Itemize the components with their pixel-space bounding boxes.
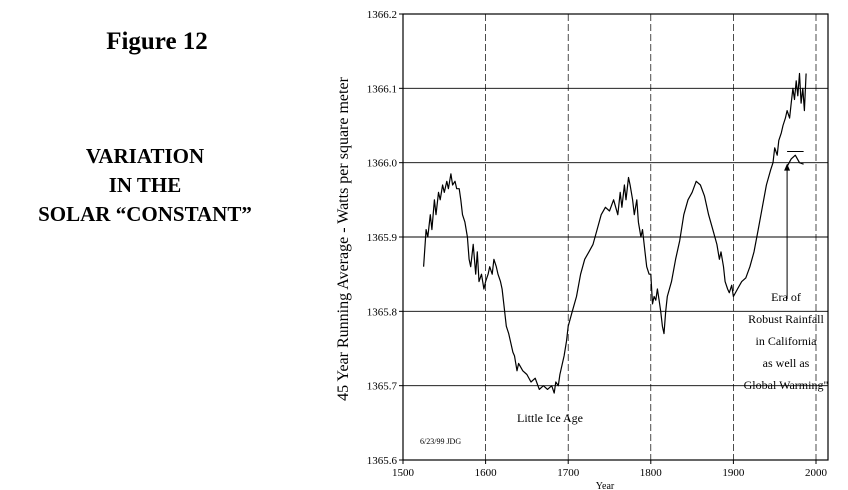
y-tick-label: 1365.7 (367, 381, 398, 393)
x-tick-label: 2000 (805, 467, 828, 479)
era-annotation-line: Global Warming" (744, 378, 829, 392)
x-tick-label: 1700 (557, 467, 580, 479)
x-tick-label: 1800 (640, 467, 663, 479)
little-ice-age-label: Little Ice Age (517, 411, 583, 425)
era-annotation: Era of Robust Rainfall in California as wel… (744, 290, 829, 392)
x-tick-label: 1600 (475, 467, 498, 479)
caption-line-3: SOLAR “CONSTANT” (38, 202, 252, 226)
solar-series-line (423, 72, 807, 394)
data-series (423, 72, 807, 394)
era-annotation-line: Robust Rainfall (748, 312, 824, 326)
arrow-head (784, 163, 791, 171)
grid-lines (402, 13, 828, 461)
y-tick-label: 1366.2 (367, 9, 397, 21)
y-tick-label: 1365.8 (367, 306, 398, 318)
y-axis-ticks: 1365.6 1365.7 1365.8 1365.9 1366.0 1366.1 1366… (367, 9, 403, 467)
y-axis-label: 45 Year Running Average - Watts per squa… (335, 76, 352, 400)
era-annotation-line: Era of (771, 290, 801, 304)
figure-number: Figure 12 (106, 28, 208, 55)
era-annotation-line: as well as (763, 356, 810, 370)
y-tick-label: 1365.9 (367, 232, 398, 244)
y-tick-label: 1366.0 (367, 158, 398, 170)
x-axis-ticks: 1500 1600 1700 1800 1900 2000 (392, 460, 828, 479)
annotations: Little Ice Age Era of Robust Rainfall in Ca… (420, 151, 829, 446)
x-tick-label: 1900 (722, 467, 745, 479)
x-tick-label: 1500 (392, 467, 415, 479)
figure-caption: VARIATION IN THE SOLAR “CONSTANT” (10, 142, 280, 229)
y-tick-label: 1365.6 (367, 455, 398, 467)
y-tick-label: 1366.1 (367, 83, 397, 95)
caption-line-2: IN THE (108, 173, 182, 197)
x-axis-label: Year (596, 481, 615, 490)
era-annotation-line: in California (756, 334, 818, 348)
date-stamp: 6/23/99 JDG (420, 437, 461, 446)
recent-peak-line (786, 154, 804, 167)
caption-line-1: VARIATION (85, 144, 205, 168)
